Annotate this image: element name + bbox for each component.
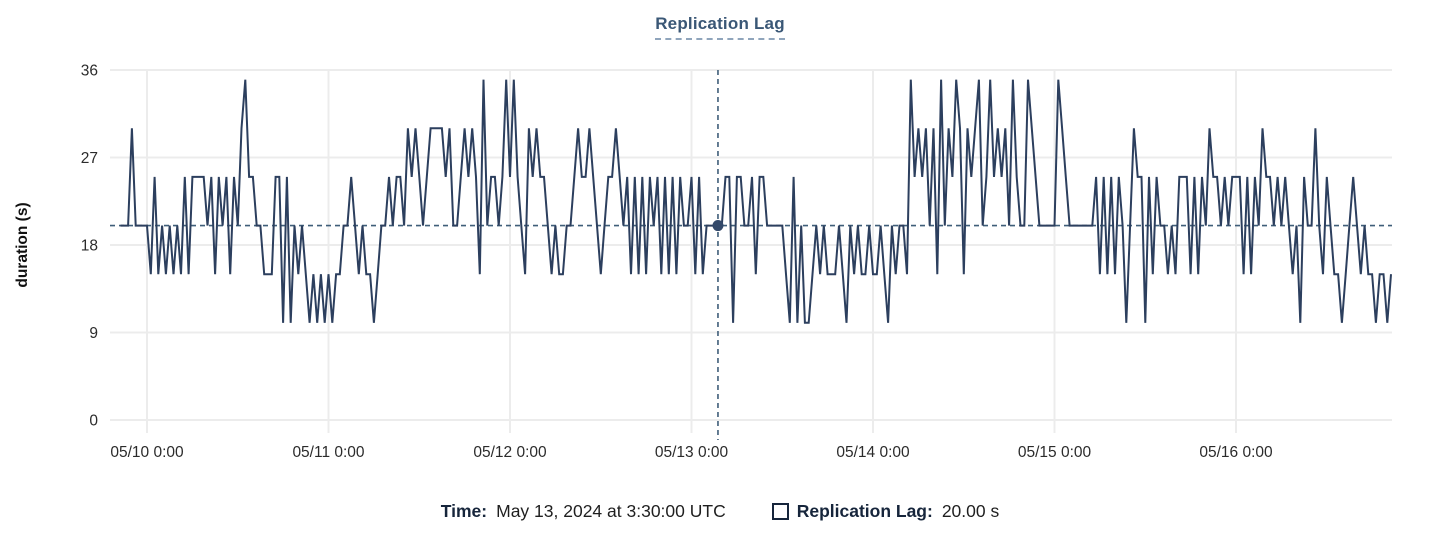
y-tick-label: 36 [81, 63, 98, 80]
x-tick-label: 05/13 0:00 [655, 444, 729, 461]
series-value: 20.00 s [941, 501, 1000, 521]
crosshair-point-marker [712, 220, 724, 232]
x-tick-label: 05/16 0:00 [1199, 444, 1273, 461]
y-tick-label: 18 [81, 238, 98, 255]
series-swatch-icon[interactable] [771, 503, 789, 520]
y-tick-label: 9 [89, 325, 98, 342]
x-tick-label: 05/12 0:00 [473, 444, 547, 461]
y-axis-title: duration (s) [14, 202, 31, 287]
plot-area[interactable]: 0 9 18 27 36 05/10 0:00 05/11 0:00 05/12 0:00 05… [0, 0, 1440, 478]
hover-readout: Time: May 13, 2024 at 3:30:00 UTC Replic… [0, 501, 1440, 522]
x-tick-label: 05/10 0:00 [110, 444, 184, 461]
y-tick-label: 0 [89, 413, 98, 430]
x-tick-label: 05/15 0:00 [1018, 444, 1092, 461]
time-readout: Time: May 13, 2024 at 3:30:00 UTC [441, 501, 726, 522]
y-tick-label: 27 [81, 150, 98, 167]
series-line-replication-lag[interactable] [120, 79, 1392, 324]
x-tick-label: 05/11 0:00 [292, 444, 364, 461]
time-value: May 13, 2024 at 3:30:00 UTC [496, 501, 726, 521]
x-tick-label: 05/14 0:00 [836, 444, 910, 461]
series-label: Replication Lag: [796, 501, 933, 521]
time-label: Time: [440, 501, 488, 521]
chart-title[interactable]: Replication Lag [655, 14, 785, 40]
chart-header: Replication Lag [0, 14, 1440, 40]
legend-item-replication-lag[interactable]: Replication Lag: 20.00 s [771, 501, 1000, 522]
